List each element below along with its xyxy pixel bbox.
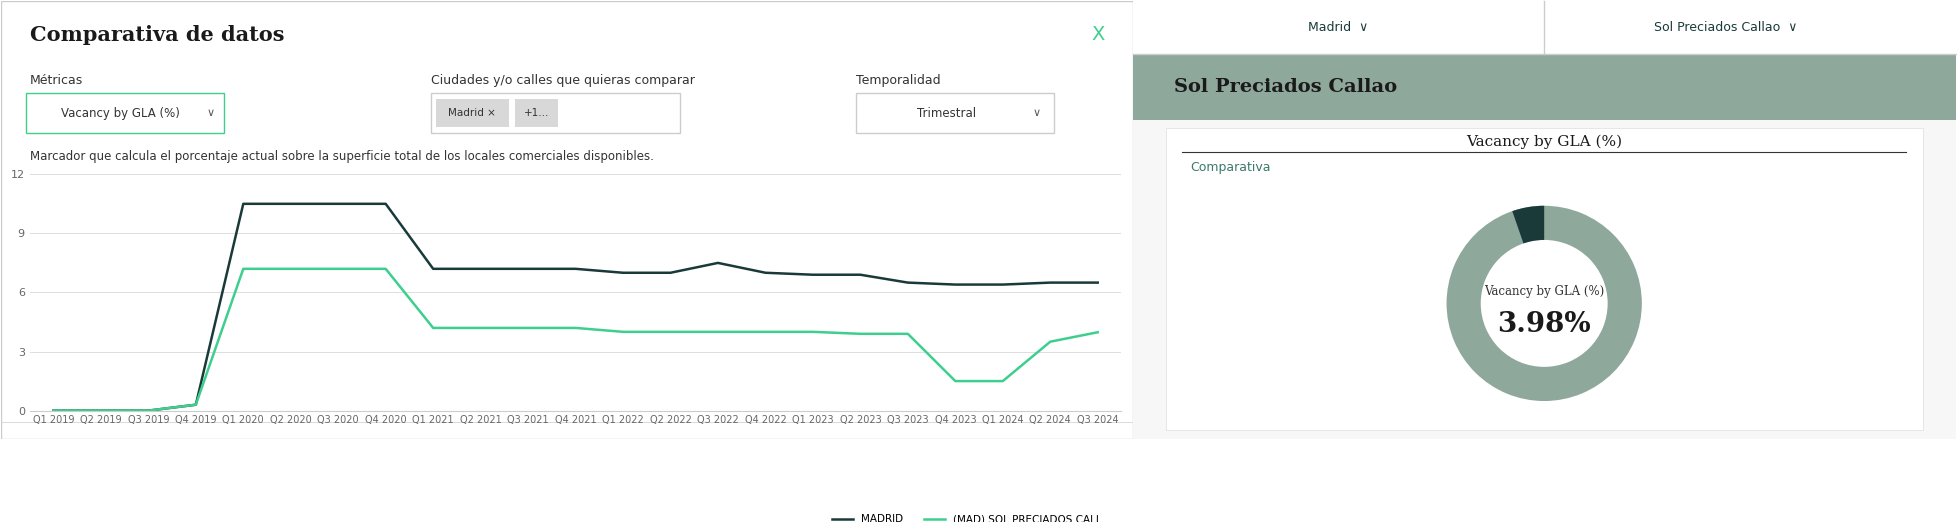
FancyBboxPatch shape — [1133, 120, 1955, 439]
Text: Madrid ×: Madrid × — [448, 108, 495, 118]
Text: ∨: ∨ — [1033, 108, 1041, 118]
Text: Vacancy by GLA (%): Vacancy by GLA (%) — [1466, 135, 1622, 149]
FancyBboxPatch shape — [1133, 2, 1955, 54]
FancyBboxPatch shape — [431, 93, 681, 133]
Text: X: X — [1092, 26, 1104, 44]
Text: Comparativa: Comparativa — [1190, 161, 1270, 174]
Text: Marcador que calcula el porcentaje actual sobre la superficie total de los local: Marcador que calcula el porcentaje actua… — [29, 150, 654, 163]
FancyBboxPatch shape — [1133, 54, 1955, 120]
Text: Trimestral: Trimestral — [916, 106, 977, 120]
FancyBboxPatch shape — [855, 93, 1053, 133]
Text: Comparativa de datos: Comparativa de datos — [29, 26, 284, 45]
Text: Temporalidad: Temporalidad — [855, 74, 939, 87]
Text: Sol Preciados Callao: Sol Preciados Callao — [1174, 78, 1397, 96]
FancyBboxPatch shape — [515, 99, 558, 126]
FancyBboxPatch shape — [2, 2, 1133, 439]
FancyBboxPatch shape — [436, 99, 509, 126]
Text: Madrid  ∨: Madrid ∨ — [1309, 21, 1368, 34]
FancyBboxPatch shape — [1166, 128, 1922, 430]
Text: Sol Preciados Callao  ∨: Sol Preciados Callao ∨ — [1654, 21, 1797, 34]
Text: Métricas: Métricas — [29, 74, 82, 87]
Text: Ciudades y/o calles que quieras comparar: Ciudades y/o calles que quieras comparar — [431, 74, 695, 87]
Text: ∨: ∨ — [207, 108, 215, 118]
Text: +1...: +1... — [524, 108, 550, 118]
FancyBboxPatch shape — [1133, 2, 1955, 439]
FancyBboxPatch shape — [25, 93, 225, 133]
Text: Vacancy by GLA (%): Vacancy by GLA (%) — [61, 106, 180, 120]
